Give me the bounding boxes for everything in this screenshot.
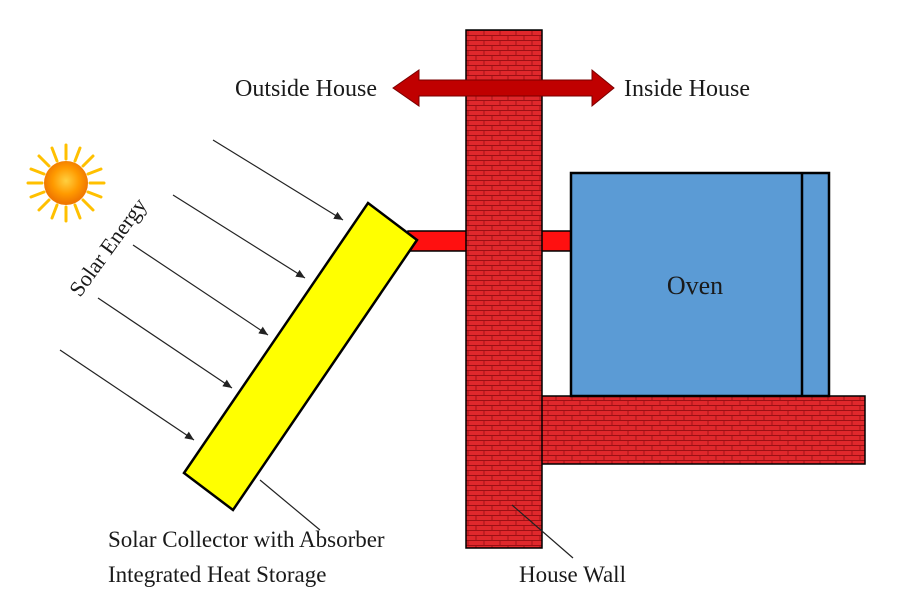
solar-ray bbox=[59, 349, 195, 441]
double-arrow-icon bbox=[392, 68, 615, 108]
oven bbox=[569, 171, 831, 398]
outside-house-label: Outside House bbox=[235, 76, 377, 102]
solar-ray bbox=[212, 139, 344, 221]
house-wall-label: House Wall bbox=[519, 562, 626, 587]
collector-leader-line bbox=[259, 479, 321, 531]
solar-collector bbox=[182, 201, 419, 512]
wall-leader-line bbox=[511, 504, 574, 559]
solar-ray bbox=[132, 244, 269, 336]
solar-ray bbox=[172, 194, 306, 279]
inside-house-label: Inside House bbox=[624, 76, 750, 102]
house-wall bbox=[465, 29, 543, 549]
collector-label-line2: Integrated Heat Storage bbox=[108, 562, 326, 587]
solar-ray bbox=[97, 297, 233, 389]
sun-icon bbox=[26, 143, 106, 223]
oven-label: Oven bbox=[667, 271, 723, 300]
collector-label-line1: Solar Collector with Absorber bbox=[108, 527, 385, 552]
solar-rays bbox=[59, 139, 344, 441]
oven-shelf bbox=[537, 395, 866, 465]
